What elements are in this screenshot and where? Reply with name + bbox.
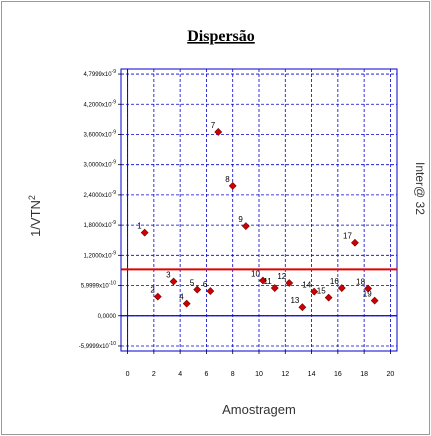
point-label: 7 [211, 121, 216, 130]
y-tick-label-mantissa: 5,9999x10 [81, 284, 110, 290]
data-point [351, 238, 359, 247]
y-tick-label-mantissa: -5,9999x10 [79, 344, 110, 350]
y-tick-label-exponent: -9 [112, 190, 117, 196]
x-tick-label: 14 [308, 371, 316, 378]
point-label: 9 [238, 215, 243, 224]
point-label: 8 [225, 175, 230, 184]
data-point [285, 279, 294, 287]
point-label: 11 [263, 277, 272, 286]
y-axis-label-text: 1/VTN [28, 200, 43, 237]
y-tick-label: 4,7999x10-9 [84, 69, 117, 78]
y-tick-label: 3,6000x10-9 [84, 129, 117, 138]
y-tick-label-exponent: -10 [109, 341, 116, 347]
y-tick-label-mantissa: 4,2000x10 [84, 102, 113, 108]
y-tick-label-exponent: -9 [112, 69, 117, 75]
y-tick-label: 1,8000x10-9 [84, 220, 117, 229]
y-tick-label-exponent: -9 [112, 250, 117, 256]
x-tick-label: 2 [152, 371, 156, 378]
y-tick-label: 0,0000 [98, 314, 117, 320]
side-label: Inter@ 32 [413, 162, 427, 215]
x-tick-label: 12 [281, 371, 289, 378]
point-label: 14 [302, 281, 311, 290]
data-point [370, 296, 379, 305]
x-tick-labels: 0 2 4 6 8 10 12 14 16 18 20 [126, 371, 395, 378]
y-tick-label: -5,9999x10-10 [79, 341, 116, 350]
y-tick-label-exponent: -9 [112, 99, 117, 105]
point-label: 5 [190, 279, 195, 288]
reference-lines [121, 69, 397, 351]
data-point [140, 228, 149, 237]
x-tick-label: 8 [231, 371, 235, 378]
y-tick-label-exponent: -9 [112, 129, 117, 135]
y-tick-label-mantissa: 4,7999x10 [84, 72, 113, 78]
y-tick-label-exponent: -9 [112, 160, 117, 166]
data-point [182, 299, 191, 308]
data-point [228, 181, 237, 190]
point-label: 17 [343, 232, 352, 241]
point-label: 3 [166, 271, 171, 280]
y-tick-label: 4,2000x10-9 [84, 99, 117, 108]
x-tick-label: 4 [178, 371, 182, 378]
y-axis-label: 1/VTN2 [27, 195, 43, 237]
point-label: 1 [137, 222, 142, 231]
data-point [169, 277, 178, 286]
point-label: 16 [330, 277, 339, 286]
data-point [153, 292, 162, 301]
point-label: 4 [179, 293, 184, 302]
point-label: 2 [150, 286, 155, 295]
data-point [241, 222, 250, 231]
data-point [214, 128, 223, 136]
point-label: 12 [277, 272, 286, 281]
x-tick-label: 0 [126, 371, 130, 378]
y-tick-labels: 4,7999x10-94,2000x10-93,6000x10-93,0000x… [79, 69, 117, 350]
chart-title: Dispersão [187, 28, 255, 45]
x-tick-label: 6 [204, 371, 208, 378]
data-point [364, 284, 372, 293]
y-tick-label-mantissa: 1,2000x10 [84, 253, 113, 259]
data-point [324, 293, 333, 302]
y-tick-label: 3,0000x10-9 [84, 160, 117, 169]
y-tick-label-mantissa: 3,6000x10 [84, 132, 113, 138]
y-tick-label-exponent: -9 [112, 220, 117, 226]
data-point [259, 276, 267, 285]
x-tick-label: 10 [255, 371, 263, 378]
y-tick-label-exponent: -10 [109, 281, 116, 287]
point-label: 18 [356, 278, 365, 287]
data-point [298, 303, 307, 312]
point-label: 10 [251, 270, 260, 279]
y-tick-label-mantissa: 2,4000x10 [84, 193, 113, 199]
data-point [206, 287, 215, 295]
point-label: 19 [363, 290, 372, 299]
point-label: 13 [290, 296, 299, 305]
y-tick-label-mantissa: 3,0000x10 [84, 163, 113, 169]
x-axis-label: Amostragem [222, 402, 296, 417]
x-tick-label: 16 [334, 371, 342, 378]
y-tick-label-mantissa: 1,8000x10 [84, 223, 113, 229]
point-label: 15 [317, 287, 326, 296]
y-tick-label: 2,4000x10-9 [84, 190, 117, 199]
y-tick-label: 5,9999x10-10 [81, 281, 116, 290]
data-point [270, 284, 279, 292]
y-tick-label-mantissa: 0,0000 [98, 314, 117, 320]
point-label: 6 [203, 280, 208, 289]
data-point [337, 284, 346, 292]
x-tick-label: 20 [387, 371, 395, 378]
data-point [310, 287, 319, 296]
x-tick-label: 18 [360, 371, 368, 378]
data-point [193, 285, 202, 294]
y-axis-label-superscript: 2 [27, 195, 37, 200]
y-tick-label: 1,2000x10-9 [84, 250, 117, 259]
